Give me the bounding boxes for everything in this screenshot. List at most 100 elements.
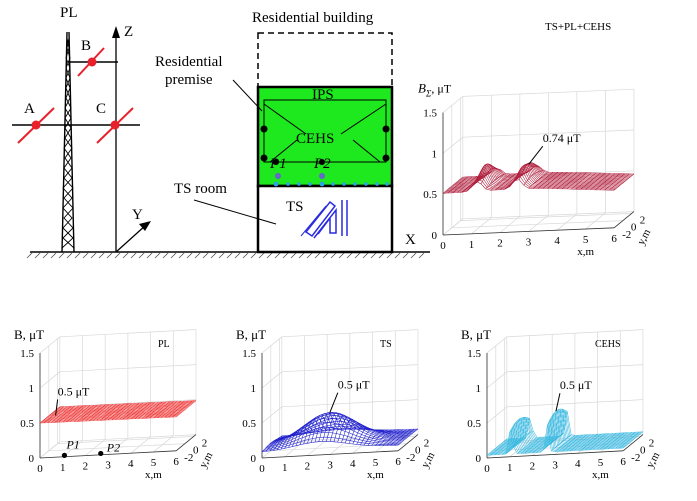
mesh-line <box>288 429 309 448</box>
mesh-line <box>81 404 102 422</box>
mesh-line <box>613 173 635 191</box>
mesh-line <box>337 416 358 443</box>
z-tick-label: 0.5 <box>423 189 437 201</box>
mesh-line <box>371 429 392 446</box>
mesh-line <box>551 434 572 452</box>
x-tick-label: 0 <box>37 463 43 475</box>
x-tick-label: 1 <box>282 462 288 474</box>
mesh-line <box>514 164 535 181</box>
mesh-line <box>126 402 147 420</box>
point-p2-dot <box>98 450 104 457</box>
surface-mesh <box>442 162 635 194</box>
mesh-line <box>554 435 576 452</box>
mesh-line <box>85 404 106 422</box>
mesh-line <box>494 438 515 456</box>
axis-lines <box>486 353 644 459</box>
building-outline <box>257 32 393 88</box>
premise-label-line2: premise <box>165 72 213 88</box>
surface-mesh <box>39 400 197 424</box>
ts-label: TS <box>286 199 304 215</box>
y-axis-title: y,m <box>635 227 653 247</box>
grid-line <box>442 96 464 113</box>
grid-line <box>48 443 185 452</box>
point-p2-label: P2 <box>313 156 331 172</box>
mesh-line <box>539 435 560 453</box>
mesh-line <box>352 425 373 445</box>
mesh-line <box>588 433 610 451</box>
x-tick-label: 2 <box>497 238 503 250</box>
grid-line <box>556 213 578 231</box>
mesh-line <box>452 176 473 194</box>
mesh-line <box>58 405 79 423</box>
building-label: Residential building <box>252 10 374 26</box>
mesh-line <box>461 175 482 193</box>
mesh-line <box>528 171 549 189</box>
grid-line <box>528 214 549 232</box>
grid-line <box>130 436 151 454</box>
x-axis-line <box>261 450 399 459</box>
z-tick-label: 1 <box>29 383 35 395</box>
mesh-line <box>520 436 541 454</box>
mesh-line <box>615 431 636 449</box>
mesh-line <box>581 433 602 451</box>
mesh-line <box>344 421 366 444</box>
x-tick-label: 2 <box>530 461 536 473</box>
mesh-line <box>619 431 640 449</box>
panel-title: TS <box>380 339 392 350</box>
mesh-line <box>382 429 403 446</box>
z-axis-title: B, μT <box>14 327 44 342</box>
x-axis-title: x,m <box>577 246 594 258</box>
mesh-line <box>295 424 316 446</box>
grid-line <box>39 371 61 389</box>
mesh-line <box>341 418 362 443</box>
y-axis-line <box>613 211 635 229</box>
mesh-line <box>363 429 385 446</box>
mesh-line <box>513 431 534 447</box>
point-p2-marker <box>319 173 325 179</box>
mesh-line <box>518 162 540 180</box>
mesh-line <box>333 414 354 442</box>
mesh-line <box>580 172 601 190</box>
y-axis-line <box>397 434 419 452</box>
mesh-line <box>176 400 197 418</box>
z-tick-label: 1.5 <box>242 348 256 360</box>
x-tick-label: 5 <box>583 234 589 246</box>
ips-dotted-line <box>273 181 389 187</box>
mesh-line <box>73 405 94 422</box>
x-tick-label: 5 <box>151 457 157 469</box>
mesh-line <box>609 173 630 191</box>
socket-marker <box>260 154 268 162</box>
chart-sum: 00.511.50 1 2 3 4 5 620-2x,my,mBΣ, μTTS+PL+CEH… <box>418 21 654 258</box>
grid-line <box>307 439 328 456</box>
mesh-line <box>276 434 298 450</box>
mesh-line <box>394 428 415 446</box>
y-tick-label: 2 <box>640 214 646 226</box>
mesh-line <box>447 176 468 194</box>
point-c-label: C <box>96 101 106 117</box>
mesh-line <box>360 429 381 445</box>
panel-title: CEHS <box>595 339 621 350</box>
x-tick-label: 4 <box>554 235 560 247</box>
grid-line <box>57 436 194 444</box>
x-tick-label: 2 <box>305 461 311 473</box>
mesh-line <box>62 405 83 423</box>
premise-label-line1: Residential <box>155 54 223 70</box>
z-tick-label: 1.5 <box>423 108 437 120</box>
mesh-line <box>442 176 463 194</box>
mesh-line <box>292 426 313 447</box>
x-axis-title: x,m <box>145 469 162 481</box>
y-tick-label: 2 <box>649 437 655 449</box>
x-tick-label: 2 <box>83 461 89 473</box>
ground-hatching <box>26 252 425 259</box>
mesh-line <box>509 171 530 187</box>
mesh-line <box>611 432 632 449</box>
ips-label: IPS <box>312 87 334 103</box>
x-axis-label: X <box>405 232 416 248</box>
annotation-leader <box>555 393 561 412</box>
panel-title: PL <box>158 339 170 350</box>
grid-lines <box>442 88 635 236</box>
mesh-line <box>379 429 400 446</box>
mesh-line <box>585 173 606 190</box>
